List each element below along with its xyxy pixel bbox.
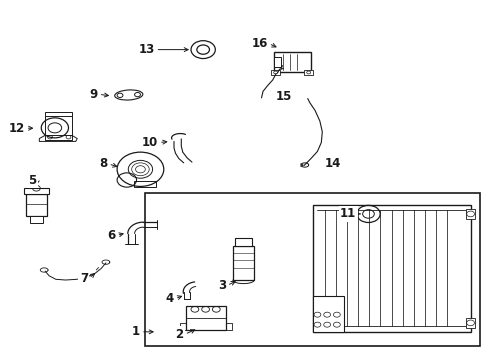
Bar bbox=[465, 318, 474, 328]
Bar bbox=[234, 238, 252, 246]
Bar bbox=[144, 193, 479, 346]
Bar bbox=[24, 188, 49, 194]
Text: 6: 6 bbox=[107, 229, 116, 242]
Bar bbox=[45, 112, 72, 116]
Bar bbox=[312, 205, 469, 332]
Bar bbox=[312, 296, 344, 332]
Bar bbox=[271, 70, 280, 75]
Bar bbox=[30, 216, 43, 223]
Text: 15: 15 bbox=[275, 90, 291, 103]
Bar bbox=[134, 181, 156, 187]
Bar bbox=[232, 246, 254, 280]
Text: 7: 7 bbox=[80, 272, 88, 285]
Bar bbox=[45, 135, 72, 140]
Text: 12: 12 bbox=[8, 122, 25, 135]
Text: 10: 10 bbox=[142, 136, 158, 149]
Ellipse shape bbox=[115, 90, 142, 100]
Text: 14: 14 bbox=[324, 157, 340, 170]
Bar bbox=[26, 194, 47, 216]
Text: 5: 5 bbox=[28, 174, 36, 186]
Bar bbox=[273, 57, 281, 67]
Text: 3: 3 bbox=[218, 279, 225, 292]
Text: 4: 4 bbox=[165, 292, 174, 305]
Text: 1: 1 bbox=[132, 325, 140, 338]
Bar bbox=[304, 70, 312, 75]
Bar bbox=[273, 53, 310, 72]
Text: 9: 9 bbox=[89, 88, 98, 101]
Text: 11: 11 bbox=[339, 207, 356, 220]
Bar bbox=[186, 306, 225, 330]
Text: 13: 13 bbox=[138, 43, 154, 56]
Text: 2: 2 bbox=[175, 328, 183, 341]
Text: 16: 16 bbox=[251, 37, 267, 50]
Bar bbox=[465, 208, 474, 219]
Text: 8: 8 bbox=[99, 157, 107, 170]
